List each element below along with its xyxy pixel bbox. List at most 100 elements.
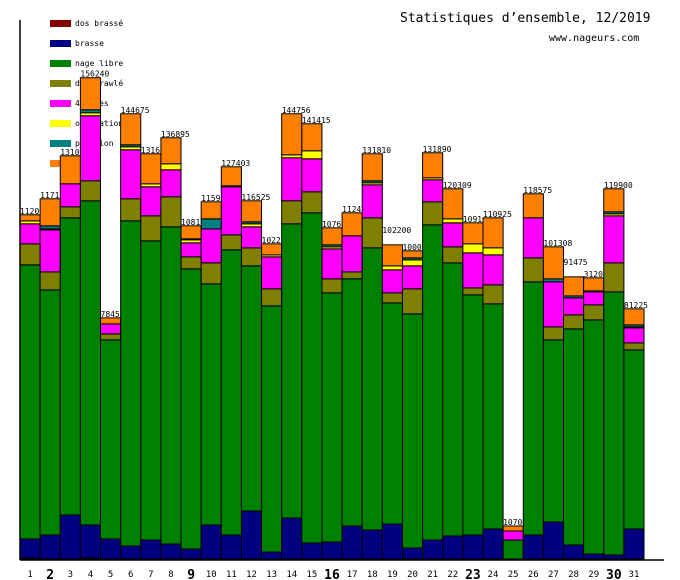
value-label: 131810	[362, 146, 391, 155]
bar-segment	[180, 256, 202, 270]
x-tick-label: 28	[568, 570, 579, 580]
bar-segment	[321, 227, 343, 246]
x-tick-label: 23	[465, 568, 481, 580]
x-tick-label: 15	[306, 570, 317, 580]
bar-segment	[240, 265, 263, 512]
bar-segment	[583, 319, 605, 555]
bar-day-18: 131810	[361, 146, 391, 560]
x-tick-label: 17	[347, 570, 358, 580]
bar-segment	[361, 529, 383, 560]
bar-segment	[522, 281, 544, 536]
bar-segment	[220, 234, 242, 251]
bar-segment	[160, 543, 182, 560]
x-tick-label: 9	[187, 568, 195, 580]
bar-segment	[442, 188, 464, 220]
bar-segment	[100, 339, 122, 540]
bar-segment	[281, 517, 303, 560]
bar-segment	[140, 215, 162, 242]
bar-segment	[160, 196, 182, 228]
value-label: 120309	[443, 181, 472, 190]
bar-day-1: 1120	[19, 207, 41, 560]
bar-segment	[462, 222, 484, 245]
bar-day-14: 144756	[281, 106, 311, 560]
value-label: 156240	[80, 70, 109, 79]
bar-segment	[321, 541, 343, 560]
bar-day-13: 1022	[261, 236, 283, 560]
value-label: 1070	[503, 518, 522, 527]
bar-segment	[522, 217, 544, 259]
bar-segment	[583, 553, 605, 560]
bar-segment	[160, 137, 182, 165]
bar-segment	[261, 243, 283, 256]
bar-segment	[180, 548, 202, 560]
x-tick-label: 12	[246, 570, 257, 580]
bar-segment	[462, 243, 484, 254]
x-tick-label: 7	[148, 570, 153, 580]
bar-day-26: 118575	[522, 186, 552, 560]
bar-day-9: 1081	[180, 218, 202, 560]
bar-segment	[140, 153, 162, 185]
bar-day-12: 116525	[240, 193, 271, 560]
bar-segment	[381, 244, 403, 267]
bar-segment	[220, 166, 242, 187]
bar-segment	[301, 123, 323, 152]
bar-segment	[240, 247, 263, 267]
bar-segment	[261, 288, 283, 307]
bar-segment	[281, 223, 303, 519]
bar-day-10: 1159	[200, 194, 222, 560]
bar-day-22: 120309	[442, 181, 472, 560]
bar-segment	[522, 193, 544, 219]
value-label: 91475	[564, 258, 588, 267]
value-label: 1022	[262, 236, 281, 245]
bar-segment	[220, 186, 242, 236]
bar-segment	[361, 184, 383, 219]
legend-label: nage libre	[75, 59, 123, 68]
bar-segment	[160, 169, 182, 198]
bar-segment	[361, 217, 383, 249]
bar-segment	[240, 510, 263, 560]
bar-segment	[482, 217, 504, 249]
bar-segment	[321, 278, 343, 294]
bar-segment	[381, 269, 403, 294]
bar-day-19: 102200	[381, 226, 411, 560]
bar-segment	[140, 240, 162, 541]
bar-segment	[462, 294, 484, 536]
legend-label: dos brassé	[75, 18, 123, 28]
x-tick-label: 14	[286, 570, 297, 580]
bar-day-31: 81225	[623, 301, 648, 560]
value-label: 1120	[20, 207, 39, 216]
x-tick-label: 24	[488, 570, 499, 580]
bar-segment	[180, 242, 202, 258]
bar-segment	[542, 281, 565, 328]
bar-day-23: 1091	[462, 215, 484, 560]
bar-segment	[422, 539, 444, 560]
bar-day-3: 1310	[59, 148, 81, 560]
bar-segment	[200, 262, 222, 285]
bar-segment	[603, 215, 625, 264]
x-tick-label: 29	[588, 570, 599, 580]
bar-segment	[39, 198, 61, 227]
bar-segment	[482, 303, 504, 530]
bar-segment	[301, 158, 323, 193]
bar-segment	[422, 152, 444, 179]
bar-segment	[79, 200, 102, 526]
bar-segment	[462, 287, 484, 296]
bar-segment	[401, 259, 424, 267]
bar-segment	[79, 77, 102, 111]
bar-day-15: 141415	[301, 116, 331, 560]
bar-segment	[321, 248, 343, 280]
bar-segment	[482, 254, 504, 286]
value-label: 1091	[463, 215, 482, 224]
bar-segment	[39, 534, 61, 560]
bar-segment	[442, 222, 464, 248]
bar-segment	[100, 538, 122, 560]
bar-segment	[120, 545, 142, 560]
x-tick-label: 6	[128, 570, 133, 580]
legend-swatch	[50, 120, 71, 127]
bar-segment	[563, 544, 585, 560]
bar-segment	[220, 249, 242, 536]
x-tick-label: 20	[407, 570, 418, 580]
bar-segment	[381, 302, 403, 525]
bar-segment	[542, 326, 565, 341]
